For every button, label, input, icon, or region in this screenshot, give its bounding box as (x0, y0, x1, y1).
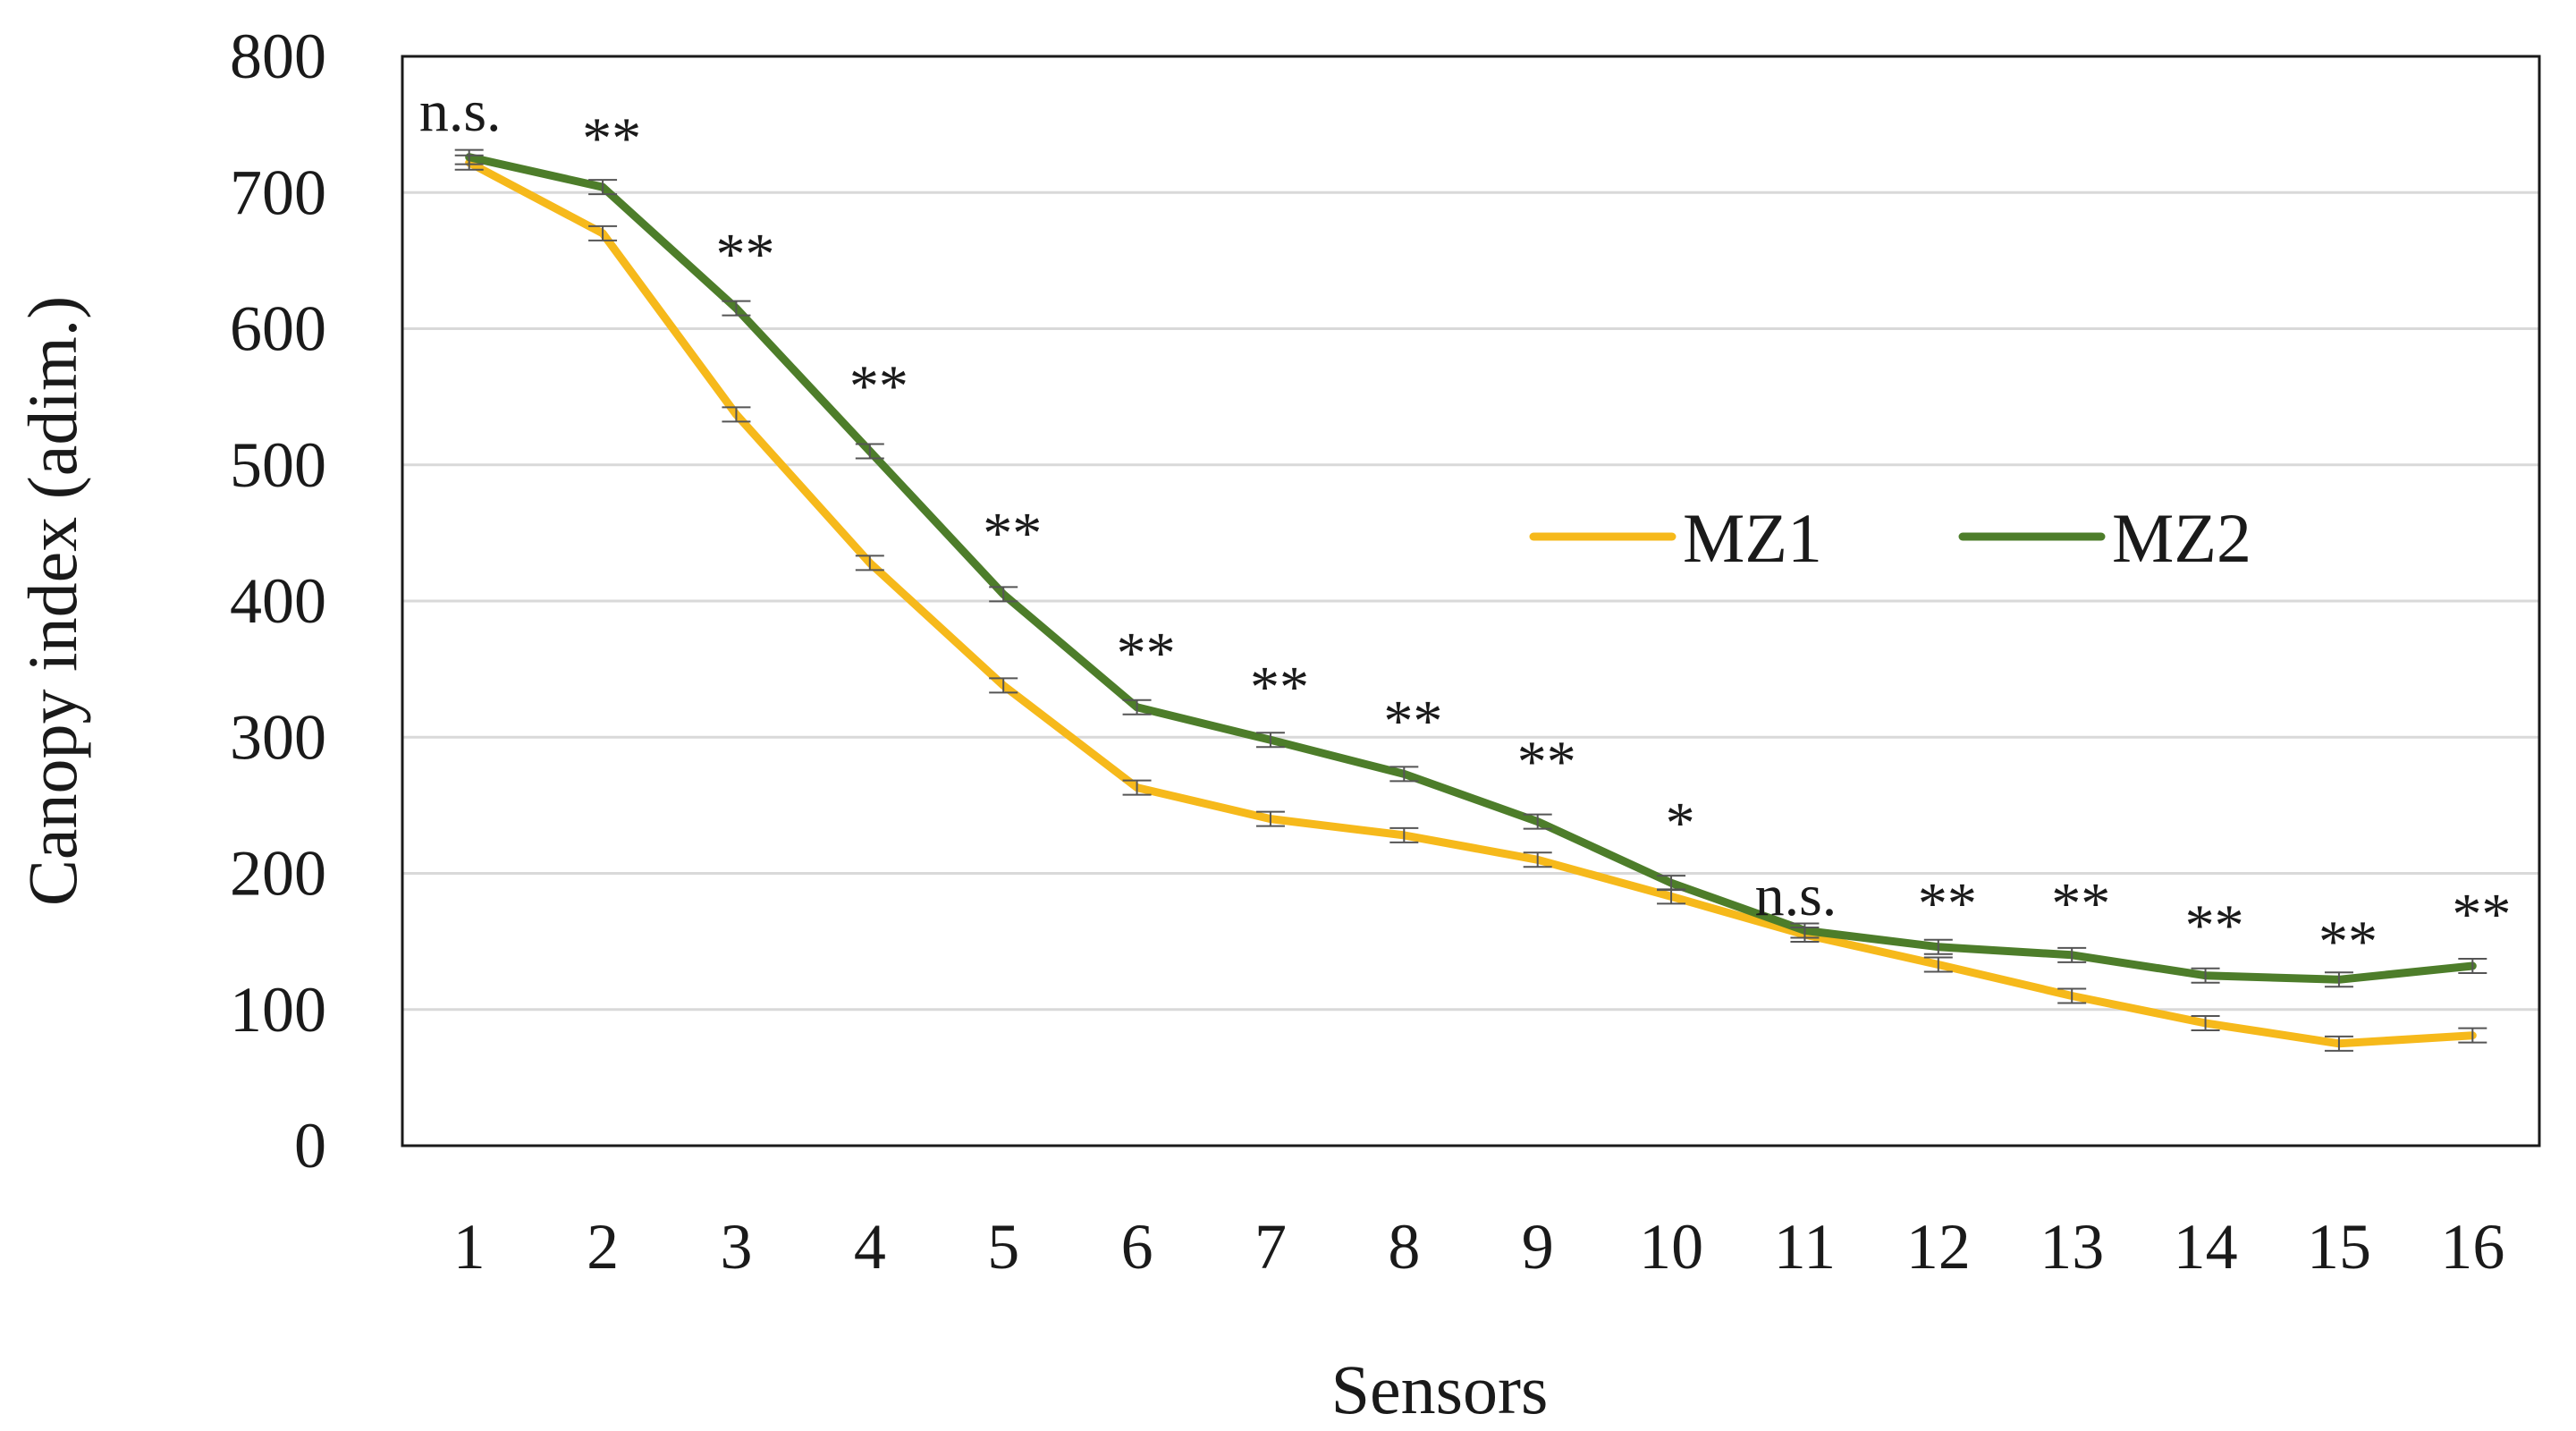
x-tick-label: 3 (720, 1211, 752, 1283)
annotation-sensor-2: ** (582, 106, 641, 171)
y-tick-label: 500 (230, 429, 326, 501)
x-tick-label: 8 (1388, 1211, 1420, 1283)
error-bar-mz1-5 (989, 677, 1018, 694)
error-bar-mz1-2 (588, 224, 618, 241)
series-line-mz2 (465, 153, 2477, 984)
error-bar-mz1-4 (855, 555, 884, 572)
x-tick-label: 14 (2174, 1211, 2238, 1283)
annotation-sensor-13: ** (2051, 871, 2110, 936)
y-tick-label: 0 (294, 1110, 326, 1181)
error-bar-mz2-2 (588, 179, 618, 196)
x-tick-label: 7 (1254, 1211, 1287, 1283)
x-axis-ticks: 1 2 3 4 5 6 7 8 9 10 11 12 13 14 15 16 (453, 1211, 2505, 1283)
x-tick-label: 12 (1906, 1211, 1971, 1283)
error-bar-mz2-9 (1523, 813, 1552, 830)
annotation-sensor-3: ** (715, 222, 774, 287)
x-tick-label: 5 (987, 1211, 1019, 1283)
error-bar-mz2-10 (1657, 875, 1686, 892)
legend-label-mz1: MZ1 (1683, 499, 1822, 577)
y-tick-label: 800 (230, 21, 326, 92)
annotation-sensor-10: * (1666, 791, 1695, 856)
annotation-sensor-11: n.s. (1755, 863, 1837, 928)
annotation-sensor-8: ** (1383, 689, 1442, 754)
error-bar-mz2-1 (454, 148, 484, 165)
error-bar-mz1-13 (2057, 987, 2087, 1004)
annotation-sensor-4: ** (849, 353, 908, 419)
x-tick-label: 1 (453, 1211, 486, 1283)
legend: MZ1 MZ2 (1529, 499, 2251, 577)
series-lines (465, 153, 2477, 1048)
x-tick-label: 4 (854, 1211, 886, 1283)
error-bar-mz2-13 (2057, 946, 2087, 963)
error-bar-mz2-7 (1255, 732, 1285, 749)
series-line-mz1 (465, 158, 2477, 1048)
x-tick-label: 2 (587, 1211, 619, 1283)
error-bar-mz2-6 (1122, 699, 1152, 716)
error-bar-mz1-9 (1523, 851, 1552, 868)
error-bar-mz1-14 (2191, 1014, 2220, 1031)
error-bar-mz1-6 (1122, 779, 1152, 796)
y-axis-ticks: 0 100 200 300 400 500 600 700 800 (230, 21, 326, 1181)
annotation-sensor-12: ** (1918, 871, 1977, 936)
annotation-sensor-1: n.s. (419, 79, 502, 144)
error-bar-mz1-8 (1389, 826, 1419, 843)
error-bar-mz1-3 (722, 406, 751, 423)
annotation-sensor-5: ** (983, 501, 1042, 566)
x-tick-label: 16 (2440, 1211, 2504, 1283)
x-tick-label: 15 (2307, 1211, 2371, 1283)
error-bar-mz2-5 (989, 586, 1018, 603)
y-tick-label: 600 (230, 293, 326, 365)
annotation-sensor-6: ** (1117, 621, 1176, 686)
error-bar-mz2-16 (2458, 958, 2487, 975)
error-bar-mz1-15 (2324, 1035, 2353, 1052)
error-bar-mz2-15 (2324, 971, 2353, 988)
error-bar-mz2-14 (2191, 967, 2220, 984)
x-tick-label: 9 (1522, 1211, 1554, 1283)
y-tick-label: 200 (230, 838, 326, 910)
y-tick-label: 100 (230, 974, 326, 1046)
plot-area-border (401, 55, 2541, 1147)
error-bar-mz2-12 (1923, 938, 1953, 955)
annotation-sensor-14: ** (2185, 893, 2244, 958)
x-tick-label: 6 (1121, 1211, 1153, 1283)
y-tick-label: 700 (230, 157, 326, 228)
annotation-sensor-7: ** (1250, 655, 1309, 720)
y-axis-title: Canopy index (adim.) (13, 296, 91, 906)
annotation-sensor-16: ** (2452, 882, 2511, 947)
legend-label-mz2: MZ2 (2112, 499, 2251, 577)
error-bar-mz2-3 (722, 300, 751, 317)
x-axis-title: Sensors (1331, 1351, 1549, 1428)
error-bar-mz2-8 (1389, 766, 1419, 783)
error-bar-mz1-12 (1923, 956, 1953, 973)
significance-annotations: n.s. *****************n.s. ** ** ** ** ** (419, 79, 2511, 975)
annotation-sensor-15: ** (2318, 910, 2378, 975)
error-bars (454, 148, 2487, 1052)
error-bar-mz1-7 (1255, 810, 1285, 827)
x-tick-label: 10 (1639, 1211, 1703, 1283)
x-tick-label: 11 (1774, 1211, 1836, 1283)
x-tick-label: 13 (2040, 1211, 2104, 1283)
y-tick-label: 300 (230, 701, 326, 773)
error-bar-mz2-4 (855, 443, 884, 460)
error-bar-mz1-16 (2458, 1027, 2487, 1044)
error-bar-mz2-11 (1790, 922, 1820, 939)
annotation-sensor-9: ** (1517, 730, 1576, 795)
y-tick-label: 400 (230, 565, 326, 637)
